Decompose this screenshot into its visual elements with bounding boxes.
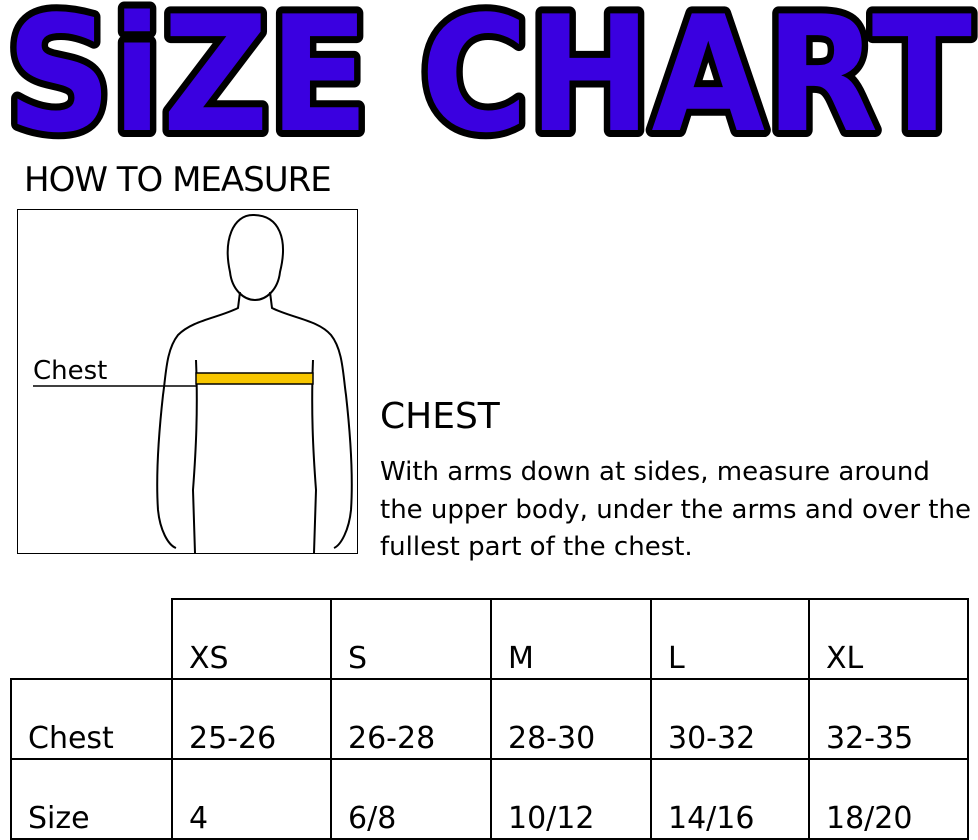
column-header: XL (808, 598, 969, 680)
table-cell-text: 32-35 (826, 721, 914, 756)
row-label-text: Size (28, 801, 90, 836)
column-header-text: L (668, 641, 685, 676)
table-cell-text: 14/16 (668, 801, 755, 836)
table-cell-text: 18/20 (826, 801, 913, 836)
title-banner: SiZE CHART (0, 0, 978, 150)
table-cell-text: 28-30 (508, 721, 596, 756)
table-cell: 14/16 (650, 758, 810, 840)
column-header-text: XL (826, 641, 864, 676)
table-cell: 6/8 (330, 758, 492, 840)
column-header: M (490, 598, 652, 680)
table-cell: 18/20 (808, 758, 969, 840)
body-outline-illustration (33, 213, 353, 553)
table-cell-text: 4 (189, 801, 209, 836)
row-label: Size (10, 758, 173, 840)
column-header: L (650, 598, 810, 680)
column-header: S (330, 598, 492, 680)
page-title: SiZE CHART (6, 0, 972, 150)
row-label: Chest (10, 678, 173, 760)
table-cell-text: 26-28 (348, 721, 436, 756)
column-header-text: XS (189, 641, 229, 676)
chest-instructions: With arms down at sides, measure around … (380, 457, 971, 562)
column-header-text: M (508, 641, 534, 676)
table-cell: 26-28 (330, 678, 492, 760)
measurement-figure: Chest (17, 209, 358, 554)
figure-chest-label: Chest (33, 356, 108, 386)
how-to-measure-heading: HOW TO MEASURE (24, 160, 332, 200)
table-cell: 10/12 (490, 758, 652, 840)
measuring-tape-icon (195, 372, 314, 385)
table-cell-text: 6/8 (348, 801, 397, 836)
table-cell: 32-35 (808, 678, 969, 760)
table-cell: 25-26 (171, 678, 332, 760)
table-cell: 28-30 (490, 678, 652, 760)
table-cell-text: 25-26 (189, 721, 277, 756)
table-cell: 30-32 (650, 678, 810, 760)
chest-heading: CHEST (380, 396, 500, 437)
column-header-text: S (348, 641, 368, 676)
column-header: XS (171, 598, 332, 680)
table-cell: 4 (171, 758, 332, 840)
row-label-text: Chest (28, 721, 114, 756)
table-cell-text: 10/12 (508, 801, 595, 836)
table-cell-text: 30-32 (668, 721, 756, 756)
